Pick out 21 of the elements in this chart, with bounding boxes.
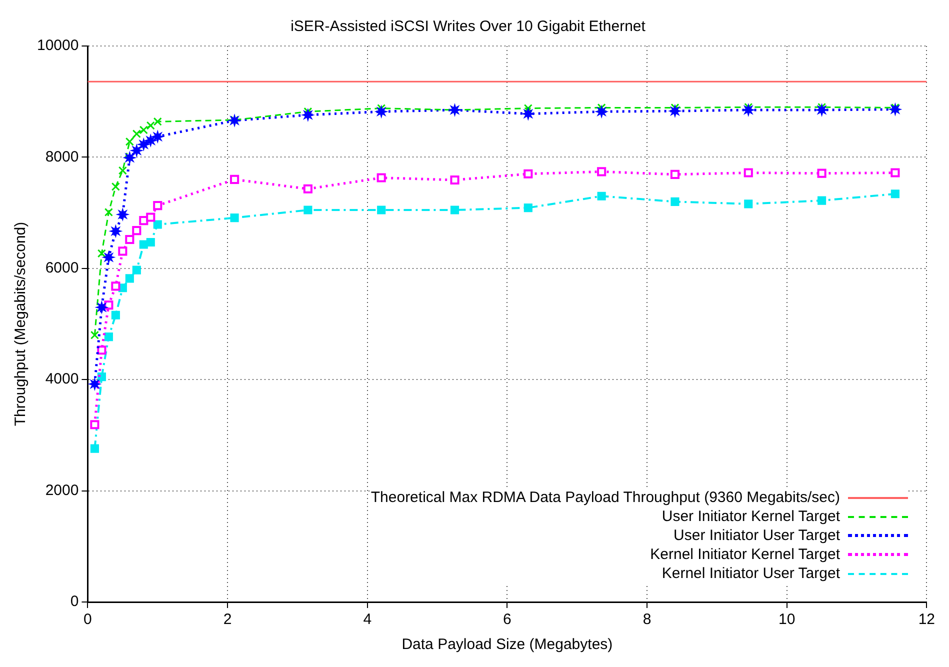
x-tick-label: 8 [642,611,652,628]
y-tick-label: 6000 [45,260,79,277]
y-tick-label: 2000 [45,482,79,499]
x-tick-label: 0 [84,611,92,628]
legend-label: Theoretical Max RDMA Data Payload Throughput (9360 Megabits/sec) [370,488,840,507]
legend-label: User Initiator User Target [674,526,840,545]
x-tick-label: 6 [503,611,512,628]
x-tick-label: 10 [778,611,796,628]
legend-label: Kernel Initiator Kernel Target [650,545,840,564]
y-tick-label: 4000 [45,370,79,388]
chart-title: iSER-Assisted iSCSI Writes Over 10 Gigabit Ethernet [290,18,646,36]
y-axis-title: Throughput (Megabits/second) [12,222,30,426]
x-tick-label: 12 [918,611,935,628]
y-tick-label: 8000 [45,148,79,166]
y-tick-label: 10000 [36,37,79,54]
x-tick-label: 2 [223,611,232,628]
legend-label: Kernel Initiator User Target [662,564,840,583]
legend-label: User Initiator Kernel Target [662,507,840,526]
x-axis-title: Data Payload Size (Megabytes) [402,636,613,654]
y-tick-label: 0 [70,593,79,610]
x-tick-label: 4 [363,611,372,628]
